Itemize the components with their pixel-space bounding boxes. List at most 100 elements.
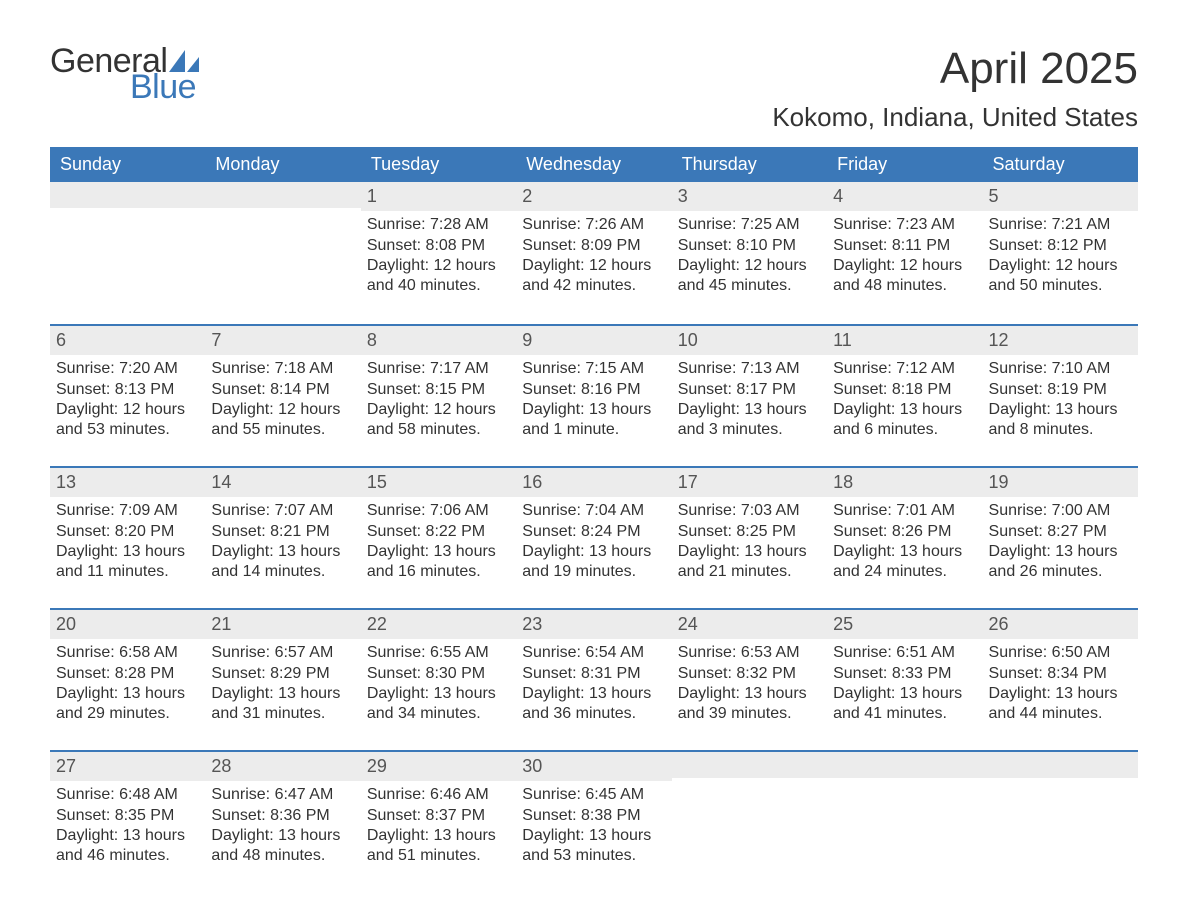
day-number: 15 <box>361 468 516 497</box>
day-cell: 23Sunrise: 6:54 AMSunset: 8:31 PMDayligh… <box>516 610 671 750</box>
sunset-line: Sunset: 8:37 PM <box>367 806 510 826</box>
day-number: 3 <box>672 182 827 211</box>
day-body: Sunrise: 7:23 AMSunset: 8:11 PMDaylight:… <box>833 215 976 297</box>
day-cell: 7Sunrise: 7:18 AMSunset: 8:14 PMDaylight… <box>205 326 360 466</box>
sunrise-line: Sunrise: 7:18 AM <box>211 359 354 379</box>
day-cell-blank <box>205 182 360 324</box>
header: General Blue April 2025 Kokomo, Indiana,… <box>50 44 1138 133</box>
sunrise-line: Sunrise: 7:03 AM <box>678 501 821 521</box>
sunrise-line: Sunrise: 6:48 AM <box>56 785 199 805</box>
week-row: 27Sunrise: 6:48 AMSunset: 8:35 PMDayligh… <box>50 750 1138 892</box>
sunrise-line: Sunrise: 7:28 AM <box>367 215 510 235</box>
sunset-line: Sunset: 8:18 PM <box>833 380 976 400</box>
daylight-line: Daylight: 13 hours and 29 minutes. <box>56 684 199 725</box>
sunset-line: Sunset: 8:26 PM <box>833 522 976 542</box>
sunset-line: Sunset: 8:13 PM <box>56 380 199 400</box>
daylight-line: Daylight: 13 hours and 19 minutes. <box>522 542 665 583</box>
day-cell-blank <box>983 752 1138 892</box>
daylight-line: Daylight: 13 hours and 24 minutes. <box>833 542 976 583</box>
sunset-line: Sunset: 8:25 PM <box>678 522 821 542</box>
day-cell: 29Sunrise: 6:46 AMSunset: 8:37 PMDayligh… <box>361 752 516 892</box>
day-body: Sunrise: 7:09 AMSunset: 8:20 PMDaylight:… <box>56 501 199 583</box>
day-body: Sunrise: 6:57 AMSunset: 8:29 PMDaylight:… <box>211 643 354 725</box>
daylight-line: Daylight: 12 hours and 50 minutes. <box>989 256 1132 297</box>
sunrise-line: Sunrise: 6:51 AM <box>833 643 976 663</box>
sunset-line: Sunset: 8:34 PM <box>989 664 1132 684</box>
sunset-line: Sunset: 8:24 PM <box>522 522 665 542</box>
day-of-week-header: SundayMondayTuesdayWednesdayThursdayFrid… <box>50 147 1138 182</box>
sunrise-line: Sunrise: 7:21 AM <box>989 215 1132 235</box>
daylight-line: Daylight: 12 hours and 58 minutes. <box>367 400 510 441</box>
sunset-line: Sunset: 8:36 PM <box>211 806 354 826</box>
day-body: Sunrise: 6:58 AMSunset: 8:28 PMDaylight:… <box>56 643 199 725</box>
day-body: Sunrise: 7:15 AMSunset: 8:16 PMDaylight:… <box>522 359 665 441</box>
day-number: 26 <box>983 610 1138 639</box>
daylight-line: Daylight: 13 hours and 34 minutes. <box>367 684 510 725</box>
daylight-line: Daylight: 13 hours and 8 minutes. <box>989 400 1132 441</box>
day-cell: 5Sunrise: 7:21 AMSunset: 8:12 PMDaylight… <box>983 182 1138 324</box>
day-number: 18 <box>827 468 982 497</box>
day-cell: 4Sunrise: 7:23 AMSunset: 8:11 PMDaylight… <box>827 182 982 324</box>
sunrise-line: Sunrise: 7:07 AM <box>211 501 354 521</box>
sunset-line: Sunset: 8:11 PM <box>833 236 976 256</box>
day-cell: 13Sunrise: 7:09 AMSunset: 8:20 PMDayligh… <box>50 468 205 608</box>
dow-thursday: Thursday <box>672 147 827 182</box>
daylight-line: Daylight: 13 hours and 6 minutes. <box>833 400 976 441</box>
sunrise-line: Sunrise: 6:57 AM <box>211 643 354 663</box>
day-number: 12 <box>983 326 1138 355</box>
day-body: Sunrise: 7:13 AMSunset: 8:17 PMDaylight:… <box>678 359 821 441</box>
sunset-line: Sunset: 8:22 PM <box>367 522 510 542</box>
day-cell: 28 Sunrise: 6:47 AMSunset: 8:36 PMDayligh… <box>205 752 360 892</box>
day-number: 22 <box>361 610 516 639</box>
sunset-line: Sunset: 8:16 PM <box>522 380 665 400</box>
dow-tuesday: Tuesday <box>361 147 516 182</box>
sunrise-line: Sunrise: 7:12 AM <box>833 359 976 379</box>
day-number: 1 <box>361 182 516 211</box>
sunrise-line: Sunrise: 7:15 AM <box>522 359 665 379</box>
day-number: 9 <box>516 326 671 355</box>
day-body: Sunrise: 7:03 AMSunset: 8:25 PMDaylight:… <box>678 501 821 583</box>
daylight-line: Daylight: 12 hours and 40 minutes. <box>367 256 510 297</box>
sunrise-line: Sunrise: 7:20 AM <box>56 359 199 379</box>
sunset-line: Sunset: 8:33 PM <box>833 664 976 684</box>
day-body: Sunrise: 6:51 AMSunset: 8:33 PMDaylight:… <box>833 643 976 725</box>
day-body: Sunrise: 6:47 AMSunset: 8:36 PMDaylight:… <box>211 785 354 867</box>
day-number: 10 <box>672 326 827 355</box>
daylight-line: Daylight: 13 hours and 1 minute. <box>522 400 665 441</box>
day-cell: 8Sunrise: 7:17 AMSunset: 8:15 PMDaylight… <box>361 326 516 466</box>
day-number: 5 <box>983 182 1138 211</box>
daylight-line: Daylight: 12 hours and 48 minutes. <box>833 256 976 297</box>
day-body: Sunrise: 6:45 AMSunset: 8:38 PMDaylight:… <box>522 785 665 867</box>
daylight-line: Daylight: 13 hours and 41 minutes. <box>833 684 976 725</box>
day-number: 30 <box>516 752 671 781</box>
day-cell: 2Sunrise: 7:26 AMSunset: 8:09 PMDaylight… <box>516 182 671 324</box>
daylight-line: Daylight: 12 hours and 55 minutes. <box>211 400 354 441</box>
calendar: SundayMondayTuesdayWednesdayThursdayFrid… <box>50 147 1138 892</box>
sunset-line: Sunset: 8:35 PM <box>56 806 199 826</box>
daylight-line: Daylight: 13 hours and 36 minutes. <box>522 684 665 725</box>
day-number: 28 <box>205 752 360 781</box>
day-number: 8 <box>361 326 516 355</box>
day-cell: 17Sunrise: 7:03 AMSunset: 8:25 PMDayligh… <box>672 468 827 608</box>
day-body: Sunrise: 7:10 AMSunset: 8:19 PMDaylight:… <box>989 359 1132 441</box>
sunrise-line: Sunrise: 6:54 AM <box>522 643 665 663</box>
day-number <box>50 182 205 208</box>
sunset-line: Sunset: 8:08 PM <box>367 236 510 256</box>
sunrise-line: Sunrise: 6:45 AM <box>522 785 665 805</box>
day-number: 11 <box>827 326 982 355</box>
day-body: Sunrise: 7:26 AMSunset: 8:09 PMDaylight:… <box>522 215 665 297</box>
day-number: 14 <box>205 468 360 497</box>
sunrise-line: Sunrise: 6:46 AM <box>367 785 510 805</box>
day-number: 23 <box>516 610 671 639</box>
sunset-line: Sunset: 8:27 PM <box>989 522 1132 542</box>
sunset-line: Sunset: 8:38 PM <box>522 806 665 826</box>
day-cell: 27Sunrise: 6:48 AMSunset: 8:35 PMDayligh… <box>50 752 205 892</box>
day-body: Sunrise: 6:55 AMSunset: 8:30 PMDaylight:… <box>367 643 510 725</box>
day-number <box>672 752 827 778</box>
day-number: 24 <box>672 610 827 639</box>
sunrise-line: Sunrise: 7:17 AM <box>367 359 510 379</box>
sunset-line: Sunset: 8:09 PM <box>522 236 665 256</box>
sunset-line: Sunset: 8:21 PM <box>211 522 354 542</box>
day-number <box>827 752 982 778</box>
location-subtitle: Kokomo, Indiana, United States <box>772 102 1138 133</box>
